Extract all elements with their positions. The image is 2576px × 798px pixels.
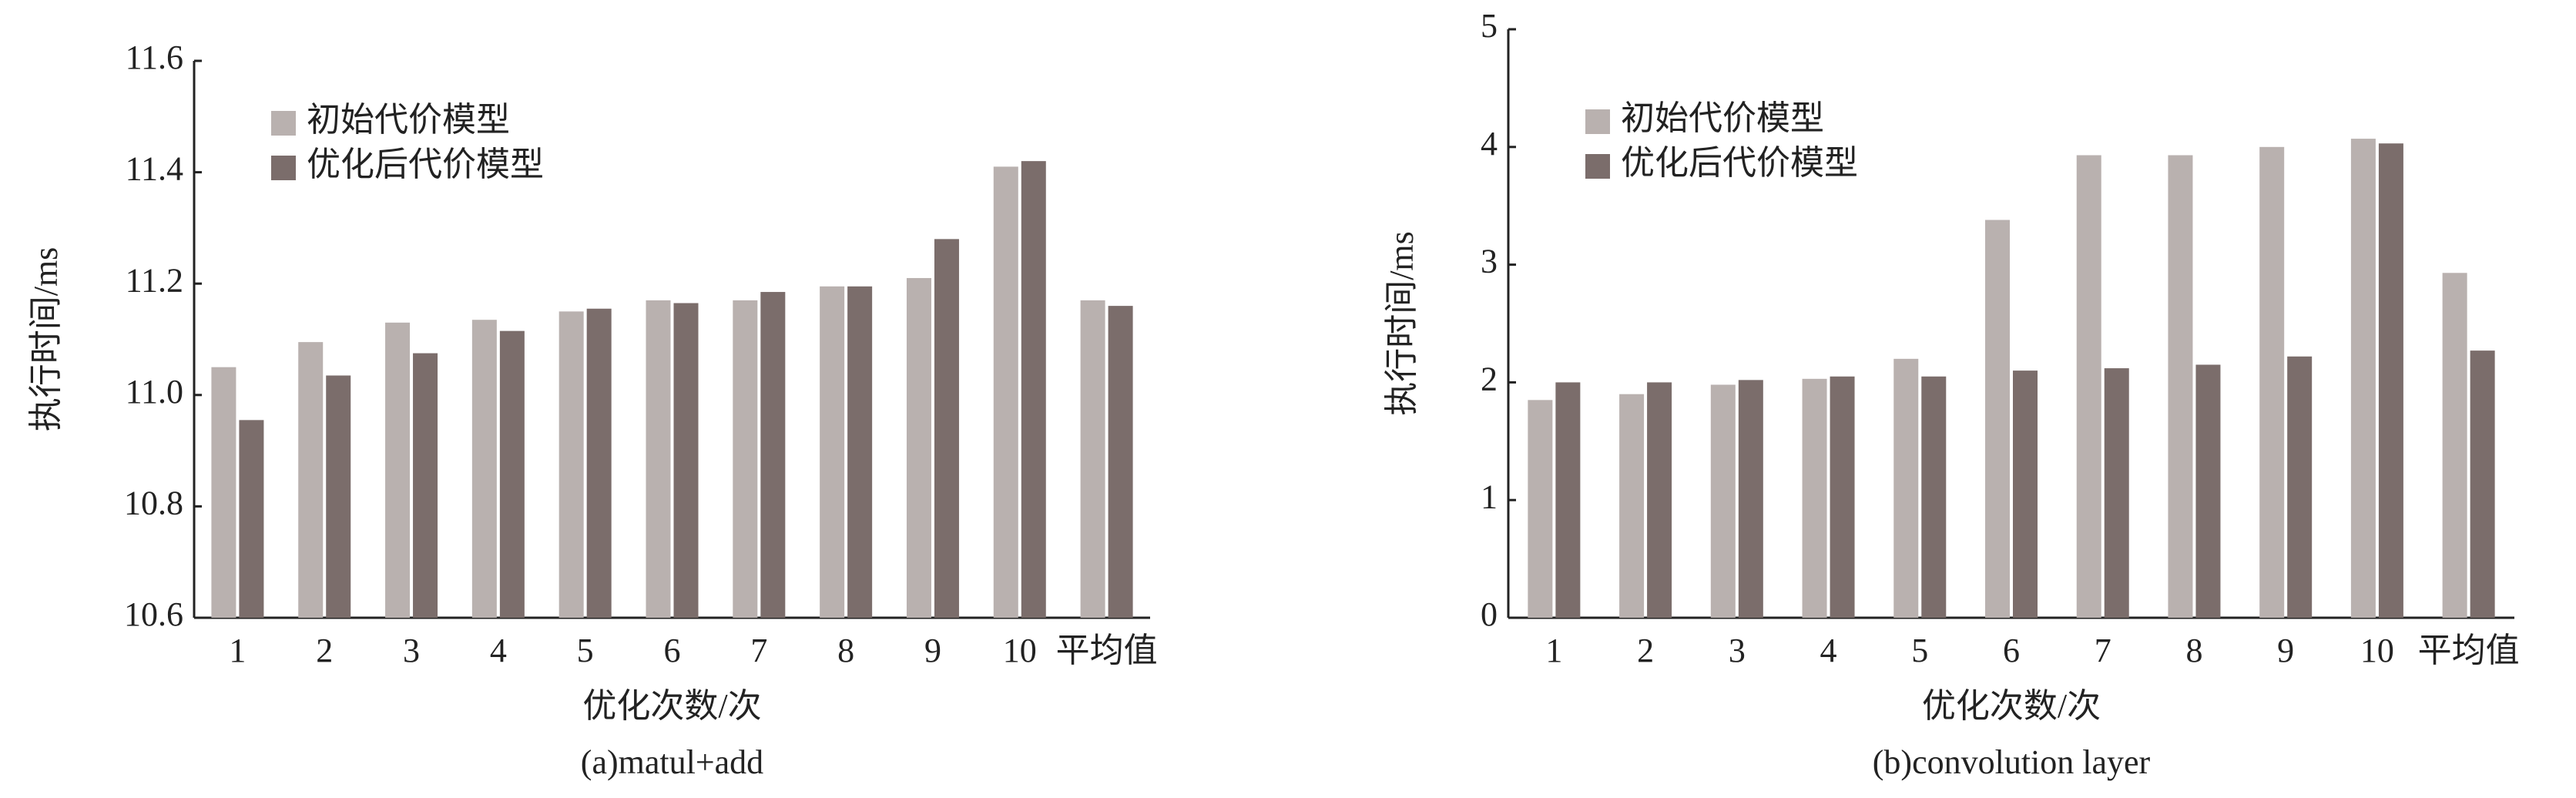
x-tick-label: 1 — [229, 632, 246, 669]
bar — [1619, 394, 1645, 618]
bar — [2104, 368, 2129, 618]
legend-label: 优化后代价模型 — [307, 146, 544, 183]
bar — [471, 320, 497, 618]
bar — [673, 303, 699, 618]
y-tick-label: 4 — [1481, 125, 1498, 163]
bar — [1985, 220, 2010, 618]
legend-label: 初始代价模型 — [1621, 99, 1824, 137]
x-tick-label: 5 — [577, 632, 594, 669]
x-tick-label: 5 — [1911, 632, 1928, 669]
x-axis-label: 优化次数/次 — [582, 687, 761, 725]
bar — [733, 300, 758, 618]
legend-swatch — [271, 111, 296, 136]
y-tick-label: 11.2 — [126, 261, 183, 299]
bar — [413, 353, 438, 618]
bar — [385, 322, 411, 618]
bar — [2076, 155, 2101, 619]
legend-swatch — [1585, 109, 1610, 134]
x-tick-label: 平均值 — [2418, 632, 2520, 669]
x-tick-label: 7 — [2095, 632, 2111, 669]
bar — [934, 239, 959, 618]
legend-swatch — [1585, 154, 1610, 179]
bar — [1738, 380, 1763, 618]
x-tick-label: 6 — [2003, 632, 2020, 669]
bar — [1528, 400, 1553, 618]
bar — [1555, 382, 1581, 618]
legend-label: 优化后代价模型 — [1621, 144, 1858, 182]
x-tick-label: 10 — [1003, 632, 1037, 669]
bar — [1893, 358, 1919, 618]
y-axis-label: 执行时间/ms — [27, 247, 65, 432]
bar — [1710, 384, 1736, 618]
bar — [760, 292, 786, 618]
chart-caption: (b)convolution layer — [1873, 743, 2151, 781]
x-tick-label: 6 — [664, 632, 681, 669]
bar — [1921, 376, 1947, 618]
x-tick-label: 8 — [837, 632, 854, 669]
bar — [847, 286, 873, 618]
y-tick-label: 0 — [1481, 595, 1498, 633]
legend-label: 初始代价模型 — [307, 101, 510, 139]
y-tick-label: 2 — [1481, 360, 1498, 397]
x-tick-label: 4 — [1820, 632, 1837, 669]
y-axis-label: 执行时间/ms — [1383, 231, 1420, 416]
bar — [2350, 139, 2376, 618]
bar — [1830, 376, 1855, 618]
bar — [1021, 161, 1046, 618]
bar — [298, 342, 324, 618]
x-tick-label: 4 — [490, 632, 507, 669]
bar — [1080, 300, 1105, 618]
bar — [820, 286, 845, 618]
x-tick-label: 3 — [403, 632, 420, 669]
y-tick-label: 3 — [1481, 243, 1498, 280]
bar — [2442, 273, 2467, 618]
bar — [211, 367, 236, 618]
x-tick-label: 10 — [2360, 632, 2394, 669]
y-tick-label: 11.4 — [126, 150, 183, 188]
x-axis-label: 优化次数/次 — [1922, 687, 2101, 725]
x-tick-label: 9 — [2277, 632, 2294, 669]
x-tick-label: 1 — [1545, 632, 1562, 669]
bar — [2378, 143, 2403, 618]
x-tick-label: 9 — [924, 632, 941, 669]
chart-caption: (a)matul+add — [581, 743, 763, 781]
x-tick-label: 7 — [750, 632, 767, 669]
x-tick-label: 2 — [316, 632, 333, 669]
y-tick-label: 5 — [1481, 7, 1498, 45]
bar — [2013, 370, 2038, 618]
bar — [906, 277, 931, 618]
bar — [2168, 155, 2193, 619]
bar — [558, 311, 584, 618]
bar — [646, 300, 671, 618]
bar — [499, 330, 525, 618]
bar — [993, 166, 1018, 618]
legend-swatch — [271, 156, 296, 180]
bar — [239, 420, 264, 618]
x-tick-label: 平均值 — [1056, 632, 1158, 669]
bar — [2259, 146, 2285, 619]
y-tick-label: 11.0 — [126, 373, 183, 411]
x-tick-label: 3 — [1729, 632, 1746, 669]
bar — [326, 375, 351, 618]
y-tick-label: 1 — [1481, 478, 1498, 515]
bar — [586, 308, 612, 618]
x-tick-label: 2 — [1637, 632, 1654, 669]
x-tick-label: 8 — [2185, 632, 2202, 669]
y-tick-label: 11.6 — [126, 39, 183, 76]
bar — [1802, 378, 1827, 618]
bar — [2195, 364, 2221, 618]
bar — [1647, 382, 1672, 618]
bar — [1108, 306, 1133, 618]
y-tick-label: 10.6 — [124, 595, 183, 633]
bar — [2287, 356, 2313, 618]
bar — [2470, 350, 2495, 618]
y-tick-label: 10.8 — [124, 484, 183, 521]
